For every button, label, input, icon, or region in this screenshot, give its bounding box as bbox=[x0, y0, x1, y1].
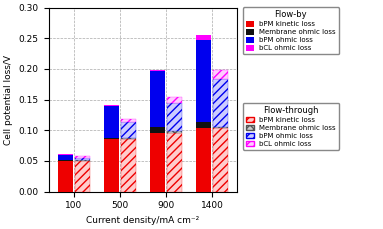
Bar bbox=[121, 122, 136, 138]
X-axis label: Current density/mA cm⁻²: Current density/mA cm⁻² bbox=[87, 216, 200, 225]
Bar bbox=[213, 128, 228, 191]
Bar bbox=[167, 131, 182, 133]
Bar bbox=[213, 70, 228, 79]
Legend: bPM kinetic loss, Membrane ohmic loss, bPM ohmic loss, bCL ohmic loss: bPM kinetic loss, Membrane ohmic loss, b… bbox=[243, 103, 339, 150]
Bar bbox=[75, 160, 90, 161]
Bar bbox=[121, 139, 136, 191]
Bar bbox=[196, 40, 211, 122]
Bar bbox=[104, 139, 119, 191]
Bar bbox=[104, 105, 119, 106]
Bar bbox=[58, 161, 73, 191]
Bar bbox=[75, 161, 90, 191]
Bar bbox=[121, 138, 136, 139]
Bar bbox=[121, 119, 136, 122]
Bar bbox=[58, 160, 73, 161]
Bar bbox=[151, 133, 165, 191]
Bar bbox=[213, 79, 228, 127]
Bar bbox=[104, 138, 119, 139]
Bar bbox=[151, 70, 165, 71]
Y-axis label: Cell potential loss/V: Cell potential loss/V bbox=[4, 55, 13, 144]
Bar bbox=[58, 155, 73, 160]
Bar bbox=[167, 133, 182, 191]
Bar bbox=[58, 154, 73, 155]
Bar bbox=[75, 158, 90, 160]
Bar bbox=[196, 122, 211, 128]
Bar bbox=[75, 156, 90, 158]
Bar bbox=[213, 127, 228, 128]
Bar bbox=[196, 35, 211, 40]
Bar bbox=[196, 128, 211, 191]
Bar bbox=[104, 106, 119, 138]
Bar bbox=[167, 97, 182, 103]
Bar bbox=[151, 127, 165, 133]
Bar bbox=[151, 71, 165, 127]
Bar bbox=[167, 103, 182, 131]
